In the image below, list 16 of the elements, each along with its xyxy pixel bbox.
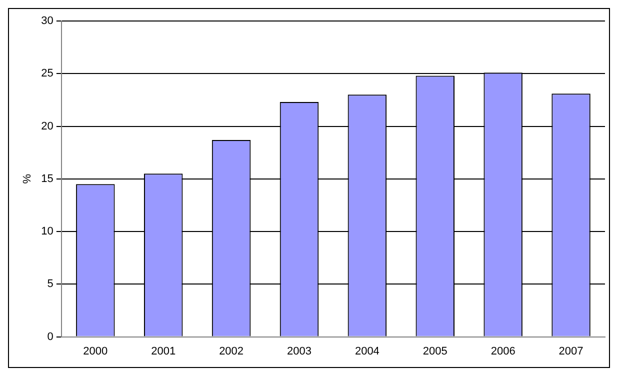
x-tick-label: 2002	[219, 345, 244, 358]
y-tick-label: 25	[41, 68, 54, 80]
x-tick-label: 2003	[287, 345, 312, 358]
y-tick-label: 30	[41, 15, 54, 28]
y-tick-label: 5	[47, 278, 54, 290]
x-tick-label: 2007	[558, 345, 584, 358]
x-tick-label: 2006	[490, 345, 516, 358]
x-tick-label: 2000	[83, 345, 108, 358]
y-tick-label: 0	[47, 330, 54, 343]
y-tick-label: 10	[41, 226, 54, 238]
y-axis-title: %	[22, 174, 34, 184]
x-tick-label: 2001	[151, 345, 176, 358]
y-tick-label: 20	[41, 120, 54, 132]
x-tick-label: 2004	[354, 345, 380, 358]
y-tick-label: 15	[41, 172, 54, 185]
x-tick-label: 2005	[422, 345, 448, 358]
